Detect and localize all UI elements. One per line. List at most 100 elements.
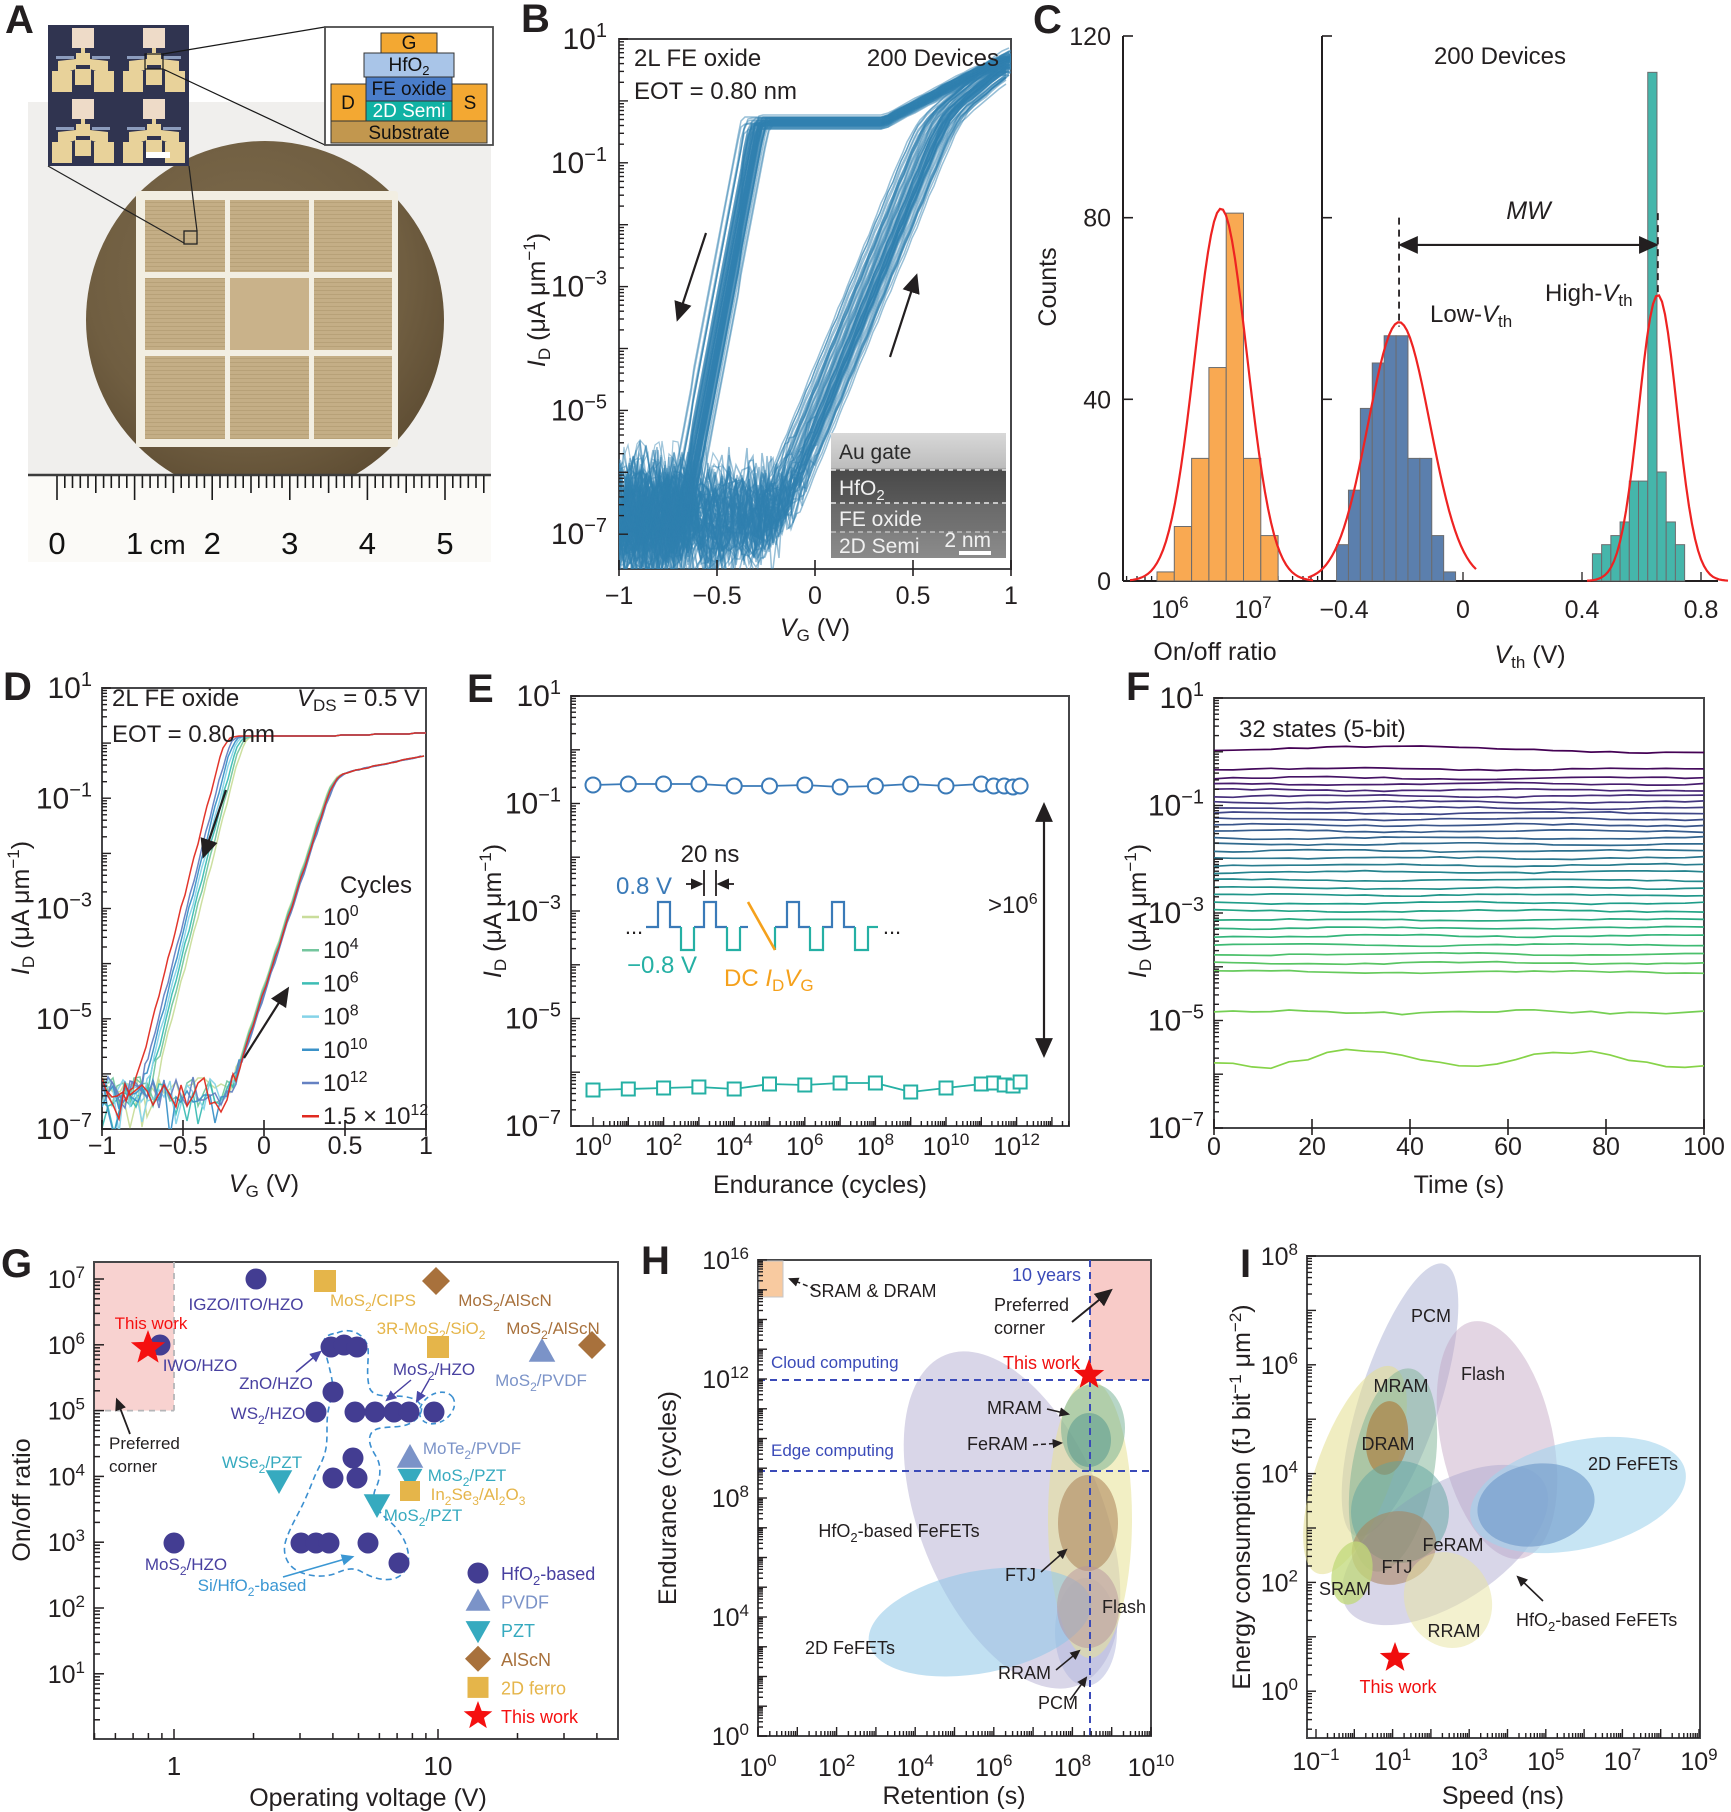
svg-text:FE oxide: FE oxide <box>839 508 922 531</box>
svg-text:On/off ratio: On/off ratio <box>8 1438 36 1561</box>
svg-text:MRAM: MRAM <box>1374 1376 1429 1396</box>
svg-text:0: 0 <box>808 582 822 610</box>
svg-text:I: I <box>1240 1242 1251 1286</box>
svg-text:2L FE oxide: 2L FE oxide <box>634 45 761 72</box>
svg-text:0: 0 <box>1097 568 1111 596</box>
svg-text:F: F <box>1126 665 1150 709</box>
svg-text:Vth (V): Vth (V) <box>1494 641 1565 672</box>
svg-text:5: 5 <box>436 526 453 561</box>
svg-text:3: 3 <box>281 526 298 561</box>
svg-text:200 Devices: 200 Devices <box>1434 43 1566 70</box>
svg-text:MoS2/PZT: MoS2/PZT <box>428 1466 507 1489</box>
svg-text:MoS2/AlScN: MoS2/AlScN <box>506 1319 600 1342</box>
svg-text:40: 40 <box>1083 386 1111 414</box>
svg-text:Cloud computing: Cloud computing <box>771 1353 899 1372</box>
svg-text:WSe2/PZT: WSe2/PZT <box>222 1453 302 1476</box>
svg-text:10−5: 10−5 <box>36 1000 92 1036</box>
svg-text:120: 120 <box>1069 23 1111 51</box>
svg-text:2L FE oxide: 2L FE oxide <box>112 685 239 712</box>
svg-text:3R-MoS2/SiO2: 3R-MoS2/SiO2 <box>377 1319 486 1342</box>
svg-text:RRAM: RRAM <box>1428 1621 1481 1641</box>
svg-text:0.4: 0.4 <box>1565 596 1600 624</box>
svg-text:MoS2/HZO: MoS2/HZO <box>145 1555 227 1578</box>
svg-text:H: H <box>641 1239 670 1283</box>
svg-text:MoS2/HZO: MoS2/HZO <box>393 1360 475 1383</box>
svg-text:PCM: PCM <box>1411 1306 1451 1326</box>
svg-text:100: 100 <box>1683 1133 1725 1161</box>
svg-text:32 states (5-bit): 32 states (5-bit) <box>1239 716 1406 743</box>
svg-text:20 ns: 20 ns <box>681 841 740 868</box>
svg-text:MW: MW <box>1506 197 1553 225</box>
svg-text:ID (μA μm−1): ID (μA μm−1) <box>4 841 38 975</box>
svg-text:ZnO/HZO: ZnO/HZO <box>239 1374 313 1393</box>
svg-text:DRAM: DRAM <box>1362 1434 1415 1454</box>
svg-text:SRAM & DRAM: SRAM & DRAM <box>809 1281 936 1301</box>
svg-text:20: 20 <box>1298 1133 1326 1161</box>
svg-text:G: G <box>1 1242 32 1286</box>
svg-text:10: 10 <box>424 1751 453 1781</box>
svg-text:In2Se3/Al2O3: In2Se3/Al2O3 <box>431 1485 526 1508</box>
svg-text:E: E <box>467 667 494 711</box>
svg-text:2D Semi: 2D Semi <box>373 101 446 122</box>
svg-text:Cycles: Cycles <box>340 872 412 899</box>
svg-text:Retention (s): Retention (s) <box>882 1782 1025 1810</box>
svg-text:80: 80 <box>1083 205 1111 233</box>
svg-text:MRAM: MRAM <box>987 1398 1042 1418</box>
svg-text:G: G <box>402 33 417 54</box>
svg-text:2: 2 <box>204 526 221 561</box>
svg-text:60: 60 <box>1494 1133 1522 1161</box>
svg-text:0.8 V: 0.8 V <box>616 873 672 900</box>
svg-text:Endurance (cycles): Endurance (cycles) <box>713 1171 927 1199</box>
svg-text:2D Semi: 2D Semi <box>839 535 920 558</box>
svg-text:1012: 1012 <box>993 1130 1040 1161</box>
svg-text:Preferred: Preferred <box>109 1434 180 1453</box>
svg-text:Flash: Flash <box>1102 1597 1146 1617</box>
svg-text:PCM: PCM <box>1038 1693 1078 1713</box>
svg-text:−1: −1 <box>88 1132 117 1160</box>
svg-text:HfO2: HfO2 <box>388 55 429 78</box>
svg-text:FTJ: FTJ <box>1382 1557 1413 1577</box>
svg-text:ID (μA μm−1): ID (μA μm−1) <box>1121 844 1155 978</box>
svg-text:FE oxide: FE oxide <box>372 79 447 100</box>
svg-text:MoS2/PZT: MoS2/PZT <box>384 1506 463 1529</box>
svg-text:Au gate: Au gate <box>839 441 911 464</box>
svg-text:D: D <box>3 665 32 709</box>
svg-text:...: ... <box>883 914 901 939</box>
svg-text:−0.5: −0.5 <box>692 582 741 610</box>
svg-text:−0.4: −0.4 <box>1319 596 1368 624</box>
svg-text:0: 0 <box>1207 1133 1221 1161</box>
svg-text:0.5: 0.5 <box>896 582 931 610</box>
svg-text:FeRAM: FeRAM <box>1422 1535 1483 1555</box>
svg-text:0: 0 <box>48 526 65 561</box>
svg-text:2D FeFETs: 2D FeFETs <box>805 1638 895 1658</box>
svg-text:1016: 1016 <box>702 1244 749 1275</box>
svg-text:cm: cm <box>150 530 186 560</box>
svg-text:40: 40 <box>1396 1133 1424 1161</box>
svg-text:0.5: 0.5 <box>328 1132 363 1160</box>
svg-text:Energy consumption (fJ bit−1 μ: Energy consumption (fJ bit−1 μm−2) <box>1226 1304 1256 1689</box>
svg-text:corner: corner <box>109 1457 158 1476</box>
svg-text:Edge computing: Edge computing <box>771 1441 894 1460</box>
svg-text:2D FeFETs: 2D FeFETs <box>1588 1454 1678 1474</box>
svg-text:This work: This work <box>501 1707 579 1727</box>
svg-text:PVDF: PVDF <box>501 1593 549 1613</box>
svg-text:102: 102 <box>1261 1566 1298 1597</box>
svg-text:1: 1 <box>167 1751 181 1781</box>
svg-text:200 Devices: 200 Devices <box>867 45 999 72</box>
svg-text:This work: This work <box>1003 1353 1081 1373</box>
svg-text:80: 80 <box>1592 1133 1620 1161</box>
svg-text:1: 1 <box>126 526 143 561</box>
svg-text:C: C <box>1033 0 1062 42</box>
svg-text:10 years: 10 years <box>1012 1265 1081 1285</box>
svg-text:IWO/HZO: IWO/HZO <box>163 1356 238 1375</box>
svg-text:B: B <box>521 0 550 41</box>
svg-text:corner: corner <box>994 1318 1045 1338</box>
svg-text:...: ... <box>625 914 643 939</box>
svg-text:FeRAM: FeRAM <box>967 1434 1028 1454</box>
svg-text:101: 101 <box>517 677 562 713</box>
svg-text:ID (μA μm−1): ID (μA μm−1) <box>520 233 554 367</box>
svg-text:Operating voltage (V): Operating voltage (V) <box>249 1784 487 1812</box>
svg-text:This work: This work <box>115 1314 188 1333</box>
svg-text:0: 0 <box>257 1132 271 1160</box>
svg-text:IGZO/ITO/HZO: IGZO/ITO/HZO <box>189 1295 304 1314</box>
